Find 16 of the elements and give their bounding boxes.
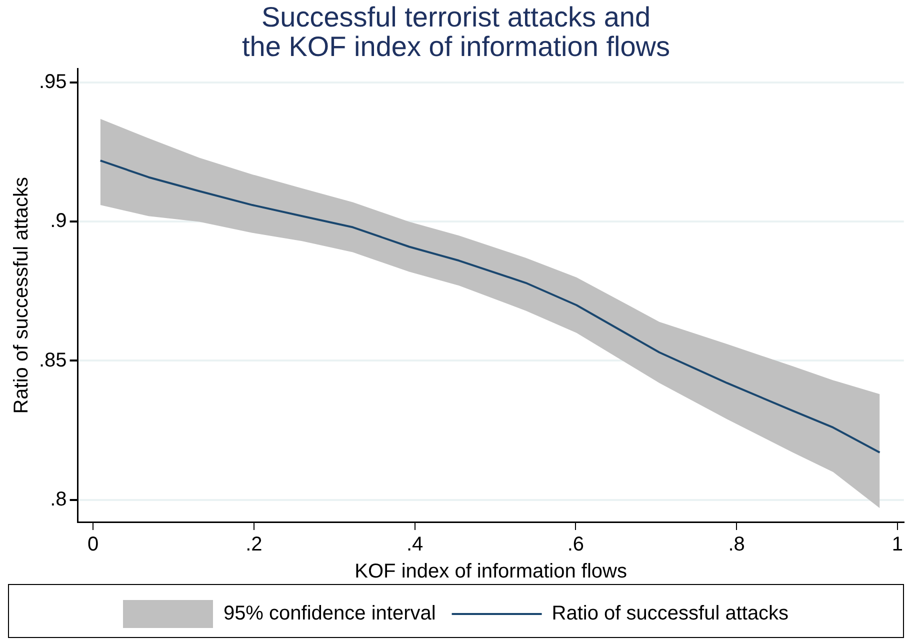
x-tick-label: .6	[567, 534, 584, 556]
y-tick-label: .95	[38, 71, 67, 94]
y-tick-label: .9	[50, 210, 67, 232]
x-tick-label: .4	[406, 534, 424, 556]
x-tick-label: .2	[246, 534, 262, 556]
y-tick-label: .8	[50, 488, 67, 510]
x-axis-title: KOF index of information flows	[354, 560, 627, 583]
x-tick-label: 1	[892, 534, 903, 556]
text: the KOF index of information flows	[242, 30, 670, 62]
y-tick-label: .85	[38, 349, 67, 372]
x-tick-label: 0	[88, 534, 99, 556]
text: Successful terrorist attacks and	[261, 1, 651, 32]
legend-label: Ratio of successful attacks	[552, 602, 789, 625]
x-tick-label: .8	[728, 534, 745, 556]
y-axis-title: Ratio of successful attacks	[10, 177, 33, 414]
text: 95% confidence interval	[223, 602, 436, 625]
